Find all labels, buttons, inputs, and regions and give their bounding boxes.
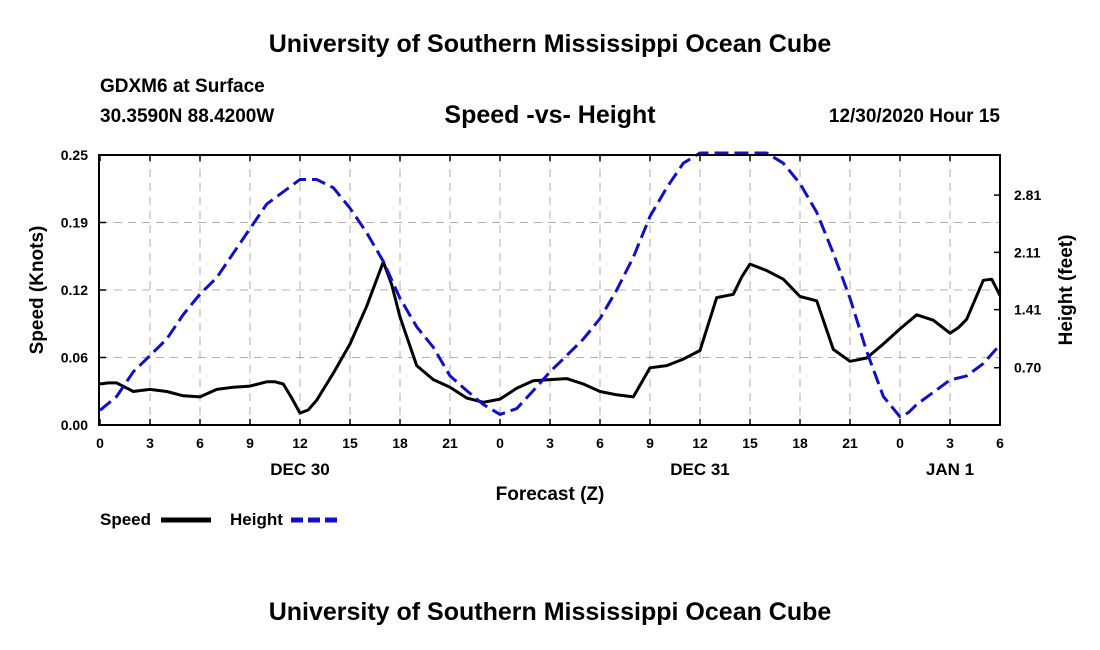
x-tick-label: 12: [692, 435, 708, 451]
y-axis-label: Speed (Knots): [27, 226, 48, 355]
day-label: JAN 1: [926, 460, 974, 479]
y2-tick-label: 0.70: [1014, 360, 1041, 376]
series-layer: [99, 151, 1002, 419]
x-tick-label: 6: [996, 435, 1004, 451]
station-label: GDXM6 at Surface: [100, 76, 265, 97]
coordinates-label: 30.3590N 88.4200W: [100, 106, 275, 127]
x-tick-label: 9: [646, 435, 654, 451]
axis-layer: 0 3 6 9 12 15 18 21 0 3 6 9 12 15 18 21 0 3 6 0.00 0.06 0.12 0…: [61, 147, 1042, 479]
y2-axis-label: Height (feet): [1056, 235, 1077, 346]
x-tick-label: 3: [546, 435, 554, 451]
page-title: University of Southern Mississippi Ocean…: [268, 30, 832, 58]
day-label: DEC 30: [270, 460, 330, 479]
y2-tick-label: 1.41: [1014, 302, 1041, 318]
x-tick-label: 9: [246, 435, 254, 451]
x-tick-label: 6: [196, 435, 204, 451]
chart-title: Speed -vs- Height: [444, 101, 656, 129]
y2-tick-label: 2.11: [1014, 244, 1041, 260]
x-tick-label: 3: [146, 435, 154, 451]
x-axis-label: Forecast (Z): [496, 484, 605, 505]
x-tick-label: 15: [342, 435, 358, 451]
x-tick-label: 21: [442, 435, 458, 451]
y-tick-label: 0.25: [61, 147, 88, 163]
y-tick-label: 0.00: [61, 417, 88, 433]
speed-series-line: [99, 260, 1002, 415]
grid-layer: [100, 155, 1000, 425]
day-label: DEC 31: [670, 460, 730, 479]
x-tick-label: 0: [496, 435, 504, 451]
legend-height-label: Height: [230, 510, 283, 529]
forecast-date-hour: 12/30/2020 Hour 15: [828, 106, 1000, 127]
x-tick-label: 12: [292, 435, 308, 451]
x-tick-label: 18: [792, 435, 808, 451]
legend-speed-label: Speed: [100, 510, 152, 529]
x-tick-label: 18: [392, 435, 408, 451]
y-tick-label: 0.19: [61, 215, 88, 231]
y-tick-label: 0.06: [61, 350, 88, 366]
y-tick-label: 0.12: [61, 282, 88, 298]
x-tick-label: 3: [946, 435, 954, 451]
height-series-line: [99, 151, 1002, 419]
y2-tick-label: 2.81: [1014, 187, 1041, 203]
x-tick-label: 15: [742, 435, 758, 451]
x-tick-label: 21: [842, 435, 858, 451]
x-tick-label: 0: [896, 435, 904, 451]
footer-title: University of Southern Mississippi Ocean…: [268, 598, 832, 626]
x-tick-label: 6: [596, 435, 604, 451]
x-tick-label: 0: [96, 435, 104, 451]
